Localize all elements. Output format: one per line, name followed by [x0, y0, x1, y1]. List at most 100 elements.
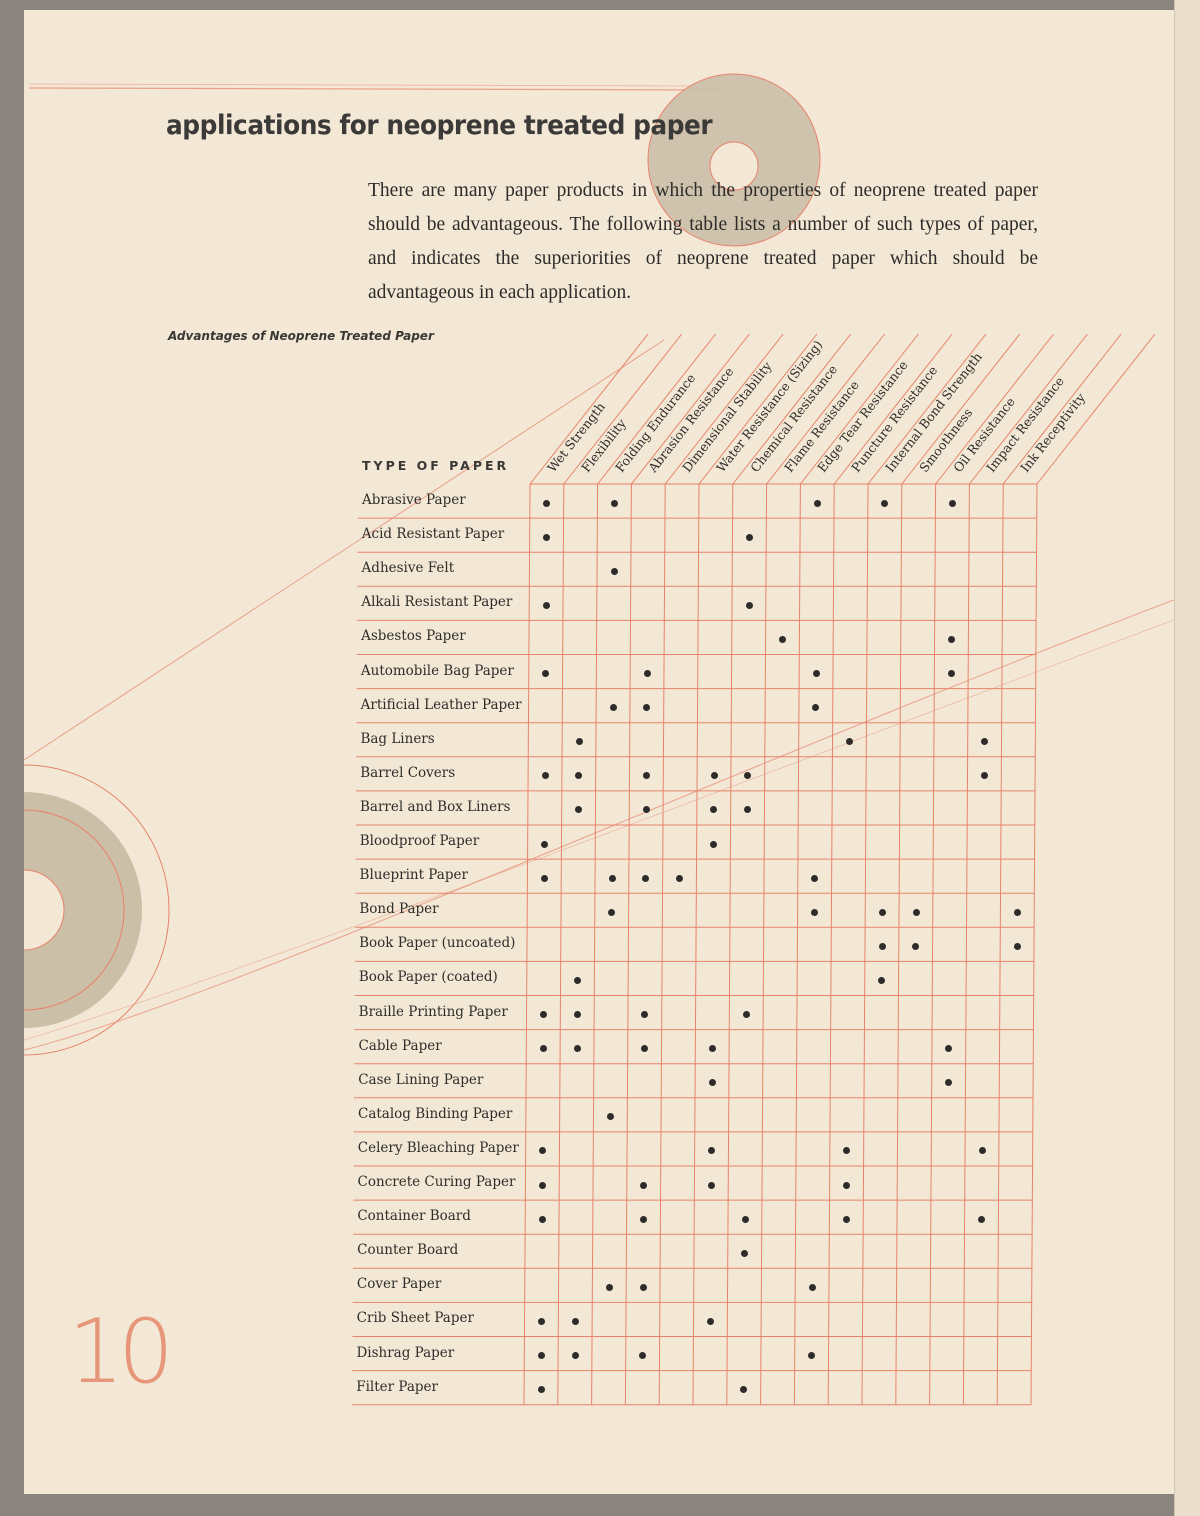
table-caption: Advantages of Neoprene Treated Paper — [168, 329, 434, 343]
advantage-dot — [575, 806, 583, 814]
advantage-dot — [1013, 942, 1021, 950]
advantage-dot — [707, 1317, 715, 1325]
column-line — [996, 483, 1004, 1405]
column-line — [827, 483, 835, 1405]
row-header-label: TYPE OF PAPER — [362, 458, 510, 473]
advantage-dot — [949, 499, 956, 507]
advantage-dot — [881, 499, 889, 507]
advantage-dot — [639, 1352, 647, 1360]
row-label: Catalog Binding Paper — [358, 1105, 513, 1122]
column-line — [726, 483, 734, 1405]
column-line — [523, 483, 531, 1405]
header-diagonal-line — [597, 333, 716, 485]
advantage-dot — [812, 704, 820, 712]
advantage-dot — [981, 738, 989, 746]
advantage-dot — [843, 1147, 851, 1155]
advantage-dot — [745, 533, 753, 541]
row-label: Barrel Covers — [360, 764, 456, 781]
facing-page-edge — [1174, 0, 1200, 1516]
row-label: Barrel and Box Liners — [360, 798, 511, 815]
advantage-dot — [640, 1215, 648, 1223]
column-line — [591, 483, 599, 1405]
advantage-dot — [779, 635, 787, 643]
advantage-dot — [808, 1352, 816, 1360]
advantage-dot — [639, 1283, 647, 1291]
row-label: Case Lining Paper — [358, 1071, 484, 1088]
row-label: Automobile Bag Paper — [360, 662, 514, 679]
advantage-dot — [945, 1045, 953, 1053]
advantage-dot — [812, 670, 820, 678]
advantage-dot — [912, 942, 920, 950]
advantage-dot — [540, 1011, 548, 1019]
row-label: Asbestos Paper — [361, 628, 466, 645]
page-title: applications for neoprene treated paper — [166, 110, 713, 141]
header-diagonal-line — [800, 333, 919, 485]
header-diagonal-line — [1036, 333, 1156, 485]
header-diagonal-line — [766, 333, 885, 485]
advantage-dot — [542, 601, 550, 609]
advantage-dot — [611, 499, 618, 507]
advantage-dot — [710, 806, 718, 814]
advantage-dot — [641, 1045, 649, 1053]
page-number: 10 — [68, 1300, 174, 1403]
advantage-dot — [842, 1215, 850, 1223]
row-label: Acid Resistant Paper — [361, 526, 505, 543]
advantage-dot — [608, 908, 616, 916]
column-line — [1030, 483, 1038, 1405]
advantage-dot — [708, 1045, 716, 1053]
advantage-dot — [978, 1215, 986, 1223]
advantage-dot — [571, 1317, 579, 1325]
advantage-dot — [608, 874, 616, 882]
advantage-dot — [843, 1181, 851, 1189]
advantage-dot — [708, 1079, 716, 1087]
column-line — [861, 483, 869, 1405]
header-diagonal-line — [664, 333, 784, 485]
advantage-dot — [811, 874, 819, 882]
header-diagonal-line — [969, 333, 1088, 485]
advantage-dot — [541, 840, 549, 848]
advantage-dot — [947, 670, 955, 678]
advantage-dot — [740, 1386, 748, 1394]
column-line — [895, 483, 903, 1405]
advantage-dot — [741, 1215, 749, 1223]
header-diagonal-line — [867, 333, 987, 485]
header-diagonal-line — [1002, 333, 1122, 485]
decorative-paper-rolls — [24, 73, 1174, 1056]
advantage-dot — [571, 1352, 579, 1360]
row-label: Counter Board — [357, 1242, 459, 1259]
advantage-dot — [543, 499, 551, 507]
column-line — [929, 483, 937, 1405]
advantage-dot — [742, 1011, 750, 1019]
advantage-dot — [948, 635, 956, 643]
advantage-dot — [605, 1283, 613, 1291]
advantage-dot — [575, 772, 583, 780]
advantage-dot — [878, 976, 886, 984]
advantage-dot — [808, 1283, 816, 1291]
row-label: Abrasive Paper — [362, 492, 466, 508]
advantage-dot — [643, 772, 651, 780]
row-label: Artificial Leather Paper — [360, 696, 522, 713]
advantage-dot — [538, 1181, 546, 1189]
advantage-dot — [538, 1215, 546, 1223]
advantage-dot — [641, 1011, 649, 1019]
header-diagonal-line — [833, 333, 953, 485]
document-page — [24, 10, 1174, 1494]
row-label: Cover Paper — [356, 1276, 442, 1293]
row-label: Bloodproof Paper — [359, 833, 480, 849]
header-diagonal-line — [732, 333, 852, 485]
advantage-dot — [741, 1249, 749, 1257]
advantage-dot — [574, 976, 582, 984]
advantage-dot — [609, 704, 617, 712]
header-diagonal-line — [901, 333, 1021, 485]
advantage-dot — [710, 840, 718, 848]
intro-paragraph: There are many paper products in which t… — [368, 180, 1038, 303]
advantage-dot — [540, 874, 548, 882]
advantage-dot — [573, 1011, 581, 1019]
advantage-dot — [811, 908, 819, 916]
advantage-dot — [607, 1113, 614, 1121]
column-line — [557, 483, 565, 1405]
column-line — [692, 483, 700, 1405]
advantage-dot — [813, 499, 821, 507]
row-label: Filter Paper — [356, 1378, 438, 1395]
